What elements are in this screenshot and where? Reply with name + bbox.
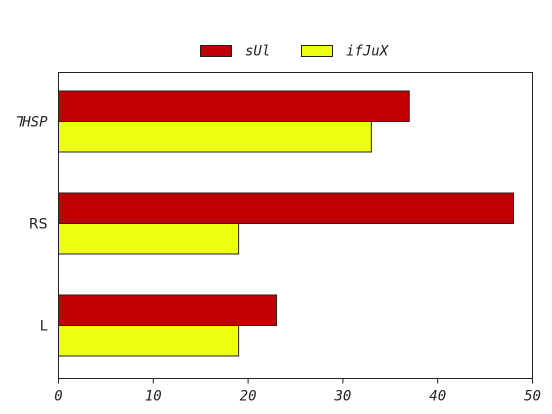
bar-2-1 xyxy=(58,121,372,153)
legend-label-1: sUl xyxy=(245,44,270,60)
x-tick-label: 40 xyxy=(429,389,446,405)
x-axis: 0 10 20 30 40 50 xyxy=(54,378,541,405)
legend-swatch-1 xyxy=(200,45,232,57)
bar-1-2 xyxy=(58,192,515,224)
x-tick-label: 0 xyxy=(54,389,62,405)
bars xyxy=(58,90,515,357)
bar-1-1 xyxy=(58,90,410,122)
x-tick-label: 20 xyxy=(240,389,257,405)
bar-1-3 xyxy=(58,294,278,326)
bar-2-2 xyxy=(58,223,240,255)
y-tick-label: ⅂HSP xyxy=(14,115,48,131)
bar-2-3 xyxy=(58,325,240,357)
legend: sUl ifJuX xyxy=(200,44,390,60)
legend-swatch-2 xyxy=(301,45,333,57)
x-tick-label: 50 xyxy=(524,389,541,405)
x-tick-label: 10 xyxy=(145,389,162,405)
x-tick-label: 30 xyxy=(333,389,351,405)
y-tick-label: L xyxy=(40,319,48,335)
y-tick-label: RS xyxy=(29,217,48,233)
legend-label-2: ifJuX xyxy=(346,44,390,60)
y-axis: ⅂HSP RS L xyxy=(14,115,48,335)
